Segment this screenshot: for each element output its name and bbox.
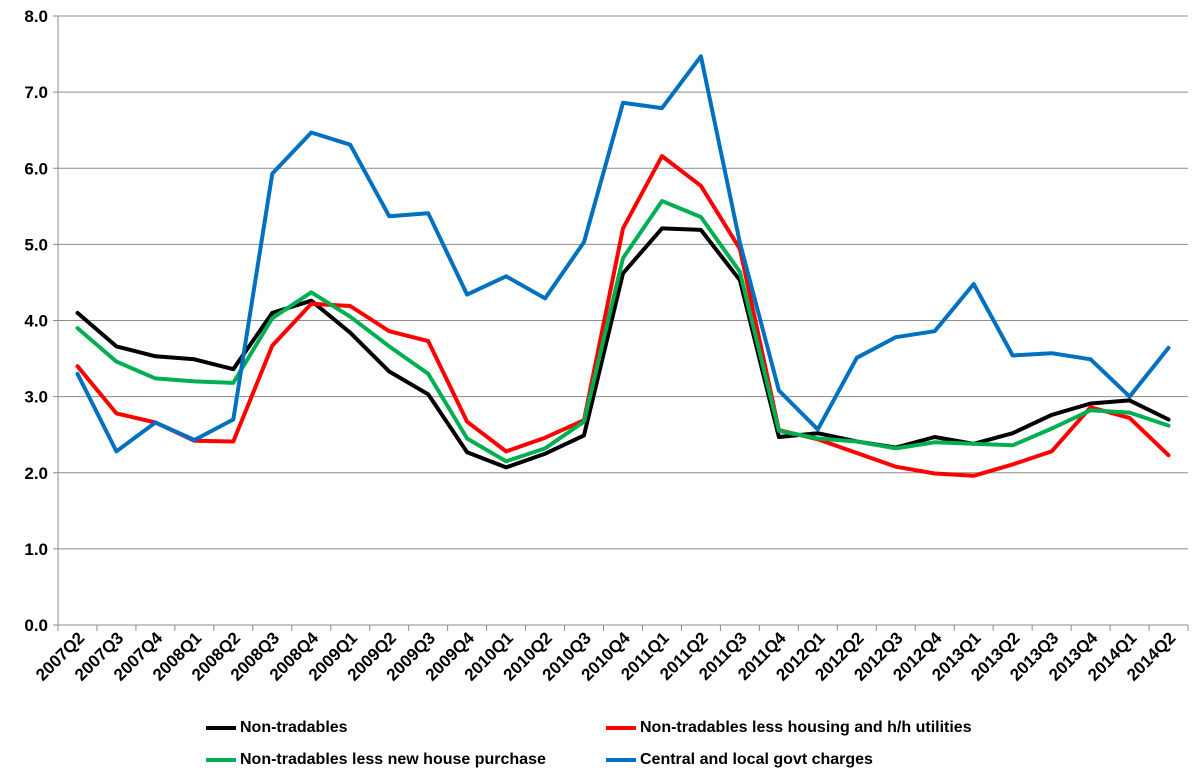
y-tick-label: 8.0 — [24, 7, 48, 26]
y-tick-label: 5.0 — [24, 235, 48, 254]
y-tick-label: 4.0 — [24, 312, 48, 331]
y-tick-label: 0.0 — [24, 616, 48, 635]
y-tick-label: 6.0 — [24, 159, 48, 178]
y-tick-label: 1.0 — [24, 540, 48, 559]
series-lines — [75, 54, 1171, 478]
y-tick-label: 7.0 — [24, 83, 48, 102]
y-axis-ticks: 0.0 1.0 2.0 3.0 4.0 5.0 6.0 7.0 8.0 — [24, 7, 58, 635]
x-axis-ticks: 2007Q22007Q32007Q42008Q12008Q22008Q32008… — [32, 625, 1189, 685]
series-line-0 — [75, 226, 1171, 470]
y-tick-label: 3.0 — [24, 388, 48, 407]
gridlines — [58, 15, 1188, 550]
series-line-1 — [75, 154, 1171, 478]
series-line-3 — [75, 54, 1171, 454]
y-tick-label: 2.0 — [24, 464, 48, 483]
series-line-2 — [75, 199, 1171, 464]
